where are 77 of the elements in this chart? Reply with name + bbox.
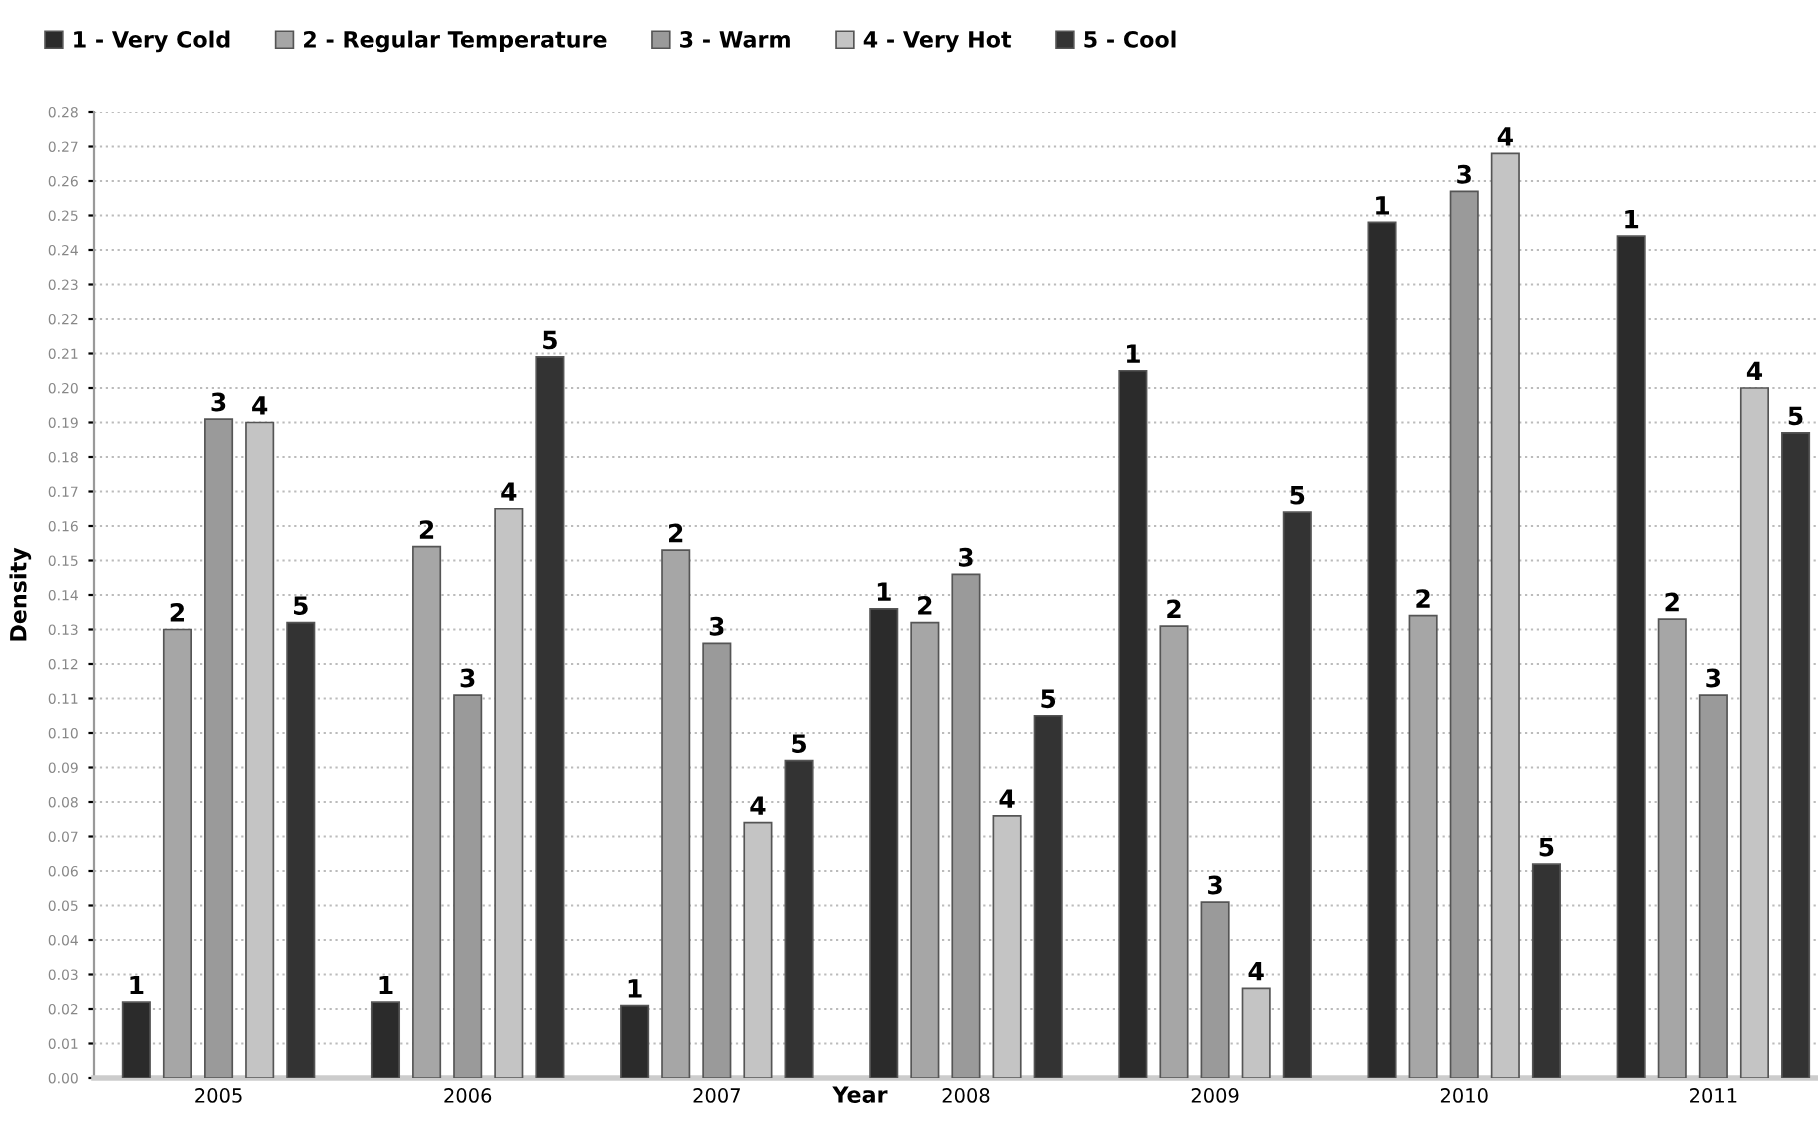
bar — [412, 545, 442, 1078]
bar — [661, 549, 691, 1078]
bar — [162, 628, 192, 1078]
bar — [535, 356, 565, 1078]
annotation: 2 — [419, 520, 434, 539]
annotation: 1 — [1376, 196, 1389, 215]
bar — [620, 1004, 650, 1078]
bar — [702, 642, 732, 1078]
annotation: 1 — [877, 582, 891, 601]
annotation: 4 — [750, 796, 766, 815]
annotation: 1 — [628, 979, 642, 998]
annotation: 4 — [1497, 127, 1513, 146]
x-tick-label: 2010 — [1440, 1088, 1488, 1103]
annotation: 2 — [669, 523, 683, 543]
bar — [1531, 863, 1561, 1078]
x-tick-label: 2008 — [942, 1088, 990, 1103]
bar — [951, 573, 981, 1078]
annotation: 3 — [1457, 164, 1471, 184]
annotation: 2 — [1416, 589, 1430, 608]
annotation: 3 — [1208, 875, 1222, 895]
annotation: 4 — [1248, 962, 1264, 981]
bar — [1408, 614, 1438, 1078]
bar — [286, 621, 316, 1078]
bar — [1616, 235, 1646, 1078]
annotation: 3 — [211, 392, 226, 412]
annotation: 2 — [170, 602, 184, 622]
bar — [910, 621, 940, 1078]
bar — [869, 607, 899, 1078]
legend-label: 3 - Warm — [680, 30, 790, 48]
annotation: 3 — [958, 547, 973, 567]
annotation: 5 — [1788, 406, 1803, 426]
x-tick-label: 2007 — [693, 1088, 740, 1103]
x-tick-label: 2005 — [195, 1088, 242, 1103]
annotation: 2 — [1167, 599, 1181, 619]
annotation: 3 — [1706, 668, 1721, 688]
annotation: 5 — [543, 330, 557, 350]
bar — [1449, 190, 1479, 1078]
legend-label: 2 - Regular Temperature — [304, 30, 607, 53]
bar — [1698, 694, 1728, 1078]
bar — [453, 694, 483, 1078]
annotation: 1 — [1127, 344, 1140, 363]
annotation: 4 — [501, 482, 517, 501]
y-axis-title: Density — [9, 547, 32, 641]
bar — [121, 1001, 151, 1078]
bar — [1118, 369, 1148, 1078]
annotation: 5 — [1041, 689, 1056, 709]
bar — [784, 759, 814, 1078]
annotation: 3 — [709, 616, 724, 636]
bar — [1033, 714, 1063, 1078]
bar — [1200, 901, 1230, 1078]
annotation: 4 — [252, 396, 268, 415]
annotation: 5 — [792, 734, 806, 753]
annotation: 5 — [1539, 837, 1554, 857]
annotation: 1 — [1625, 210, 1639, 229]
annotation: 5 — [1290, 486, 1305, 505]
annotation: 1 — [379, 975, 393, 995]
bar — [370, 1001, 401, 1078]
bar — [1282, 511, 1312, 1078]
annotation: 3 — [460, 668, 475, 688]
bar — [1367, 221, 1397, 1078]
x-tick-label: 2009 — [1191, 1088, 1239, 1103]
bar — [1159, 625, 1189, 1078]
bar — [1781, 432, 1811, 1078]
legend-label: 4 - Very Hot — [863, 31, 1012, 53]
annotation: 4 — [999, 789, 1015, 808]
bar — [1657, 618, 1687, 1078]
annotation: 1 — [130, 975, 144, 995]
x-axis-title: Year — [832, 1086, 888, 1103]
x-tick-label: 2006 — [444, 1088, 492, 1103]
bar — [204, 418, 234, 1078]
x-tick-label: 2011 — [1690, 1088, 1737, 1103]
legend-label: 5 - Cool — [1084, 30, 1176, 48]
annotation: 2 — [1665, 592, 1679, 612]
legend-label: 1 - Very Cold — [74, 30, 230, 53]
annotation: 4 — [1746, 361, 1763, 381]
annotation: 5 — [294, 596, 308, 615]
annotation: 2 — [918, 596, 932, 615]
